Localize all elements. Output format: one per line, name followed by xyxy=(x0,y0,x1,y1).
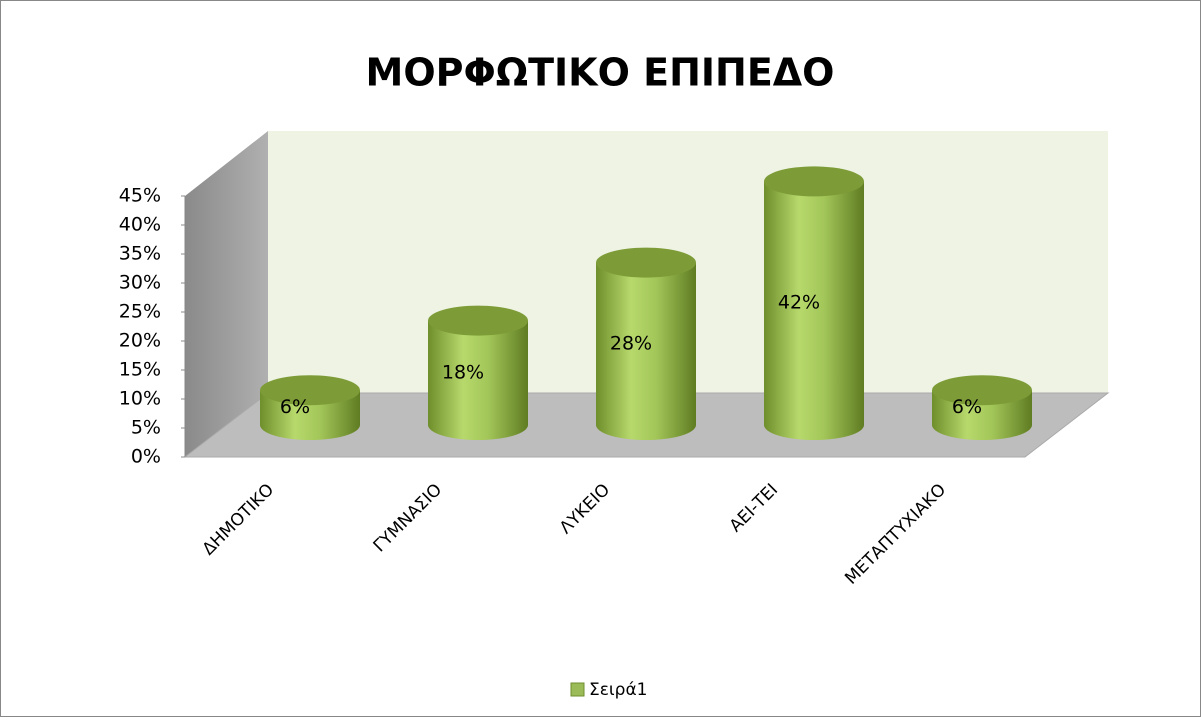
bar-bottom xyxy=(932,410,1032,440)
y-tick-label: 35% xyxy=(119,243,161,265)
bar-top xyxy=(428,305,528,336)
y-tick-label: 10% xyxy=(119,388,161,410)
chart-title: ΜΟΡΦΩΤΙΚΟ ΕΠΙΠΕΔΟ xyxy=(366,51,835,95)
y-tick-label: 5% xyxy=(131,417,161,439)
y-tick-label: 25% xyxy=(119,301,161,323)
bar xyxy=(428,320,528,425)
bar-top xyxy=(596,247,696,278)
data-label: 6% xyxy=(952,396,982,418)
bar-bottom xyxy=(260,410,360,440)
bar-top xyxy=(764,166,864,197)
data-label: 6% xyxy=(280,396,310,418)
legend-label: Σειρά1 xyxy=(589,680,648,700)
y-tick-label: 30% xyxy=(119,272,161,294)
data-label: 18% xyxy=(442,361,484,383)
bar-top xyxy=(932,375,1032,406)
bar-bottom xyxy=(764,410,864,440)
bar xyxy=(596,262,696,425)
bar-bottom xyxy=(596,410,696,440)
data-label: 42% xyxy=(778,292,820,314)
bar-top xyxy=(260,375,360,406)
y-tick-label: 40% xyxy=(119,214,161,236)
bar xyxy=(764,181,864,425)
y-tick-label: 45% xyxy=(119,185,161,207)
data-label: 28% xyxy=(610,332,652,354)
y-tick-label: 15% xyxy=(119,359,161,381)
bar-bottom xyxy=(428,410,528,440)
legend-swatch xyxy=(570,682,585,697)
side-wall xyxy=(185,131,268,457)
y-tick-label: 0% xyxy=(131,446,161,468)
y-tick-label: 20% xyxy=(119,330,161,352)
